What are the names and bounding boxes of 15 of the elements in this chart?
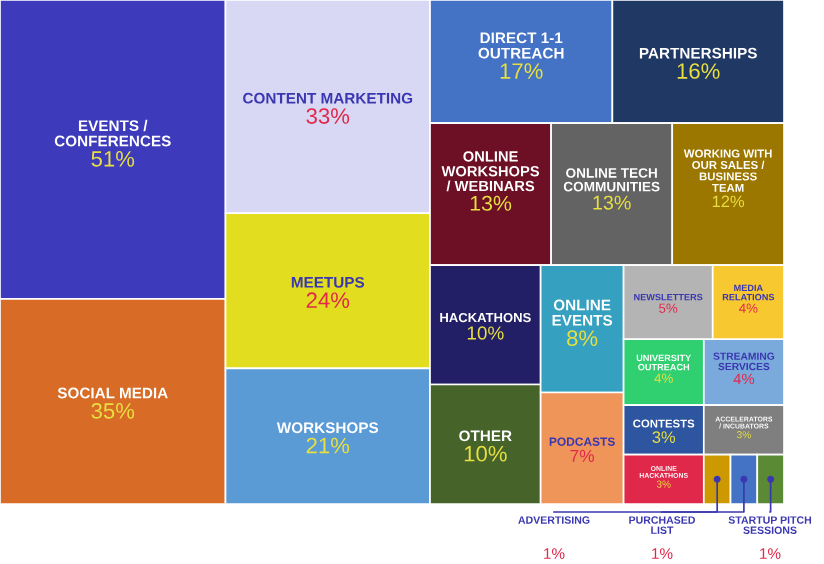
- data-label: 33%: [306, 108, 350, 124]
- data-label: 8%: [567, 330, 598, 347]
- data-label: 7%: [570, 449, 595, 462]
- data-label: 51%: [91, 151, 135, 167]
- data-label: 16%: [677, 63, 720, 79]
- data-label: 21%: [306, 437, 350, 454]
- data-label: 10%: [464, 445, 507, 462]
- data-label: 13%: [470, 195, 512, 211]
- data-label: 3%: [652, 431, 676, 443]
- data-label: 17%: [500, 63, 543, 79]
- data-label: 24%: [306, 292, 350, 308]
- data-label: 13%: [593, 195, 631, 210]
- data-label: 12%: [712, 195, 745, 208]
- data-label: 10%: [467, 326, 504, 340]
- data-label: 35%: [91, 403, 135, 419]
